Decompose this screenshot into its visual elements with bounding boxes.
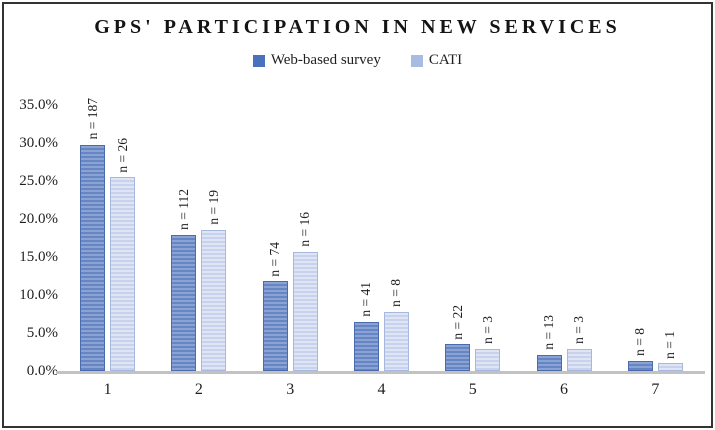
bar-wrap: n = 3 — [475, 316, 501, 371]
bar-group-7: n = 8 n = 1 — [610, 105, 701, 371]
x-tick-label-4: 4 — [377, 381, 386, 398]
bar-wrap: n = 1 — [657, 331, 683, 371]
bar-count-label: n = 41 — [358, 281, 374, 317]
web-based-survey-bar-5 — [445, 344, 471, 371]
bar-wrap: n = 22 — [445, 305, 471, 371]
x-tick-label-6: 6 — [560, 381, 569, 398]
bar-count-label: n = 112 — [175, 189, 191, 230]
y-tick-label: 25.0% — [19, 173, 58, 189]
bar-group-6: n = 13 n = 3 — [518, 105, 609, 371]
bar-count-label: n = 8 — [388, 278, 404, 307]
bar-wrap: n = 112 — [171, 189, 197, 371]
bar-wrap: n = 8 — [627, 328, 653, 371]
bar-wrap: n = 187 — [80, 98, 106, 371]
bar-group-2: n = 112 n = 19 — [153, 105, 244, 371]
web-based-survey-bar-4 — [353, 321, 379, 371]
y-tick-label: 15.0% — [19, 249, 58, 265]
y-tick-label: 30.0% — [19, 135, 58, 151]
bar-group-5: n = 22 n = 3 — [427, 105, 518, 371]
bar-wrap: n = 8 — [383, 279, 409, 371]
legend-swatch-icon — [252, 54, 265, 67]
bar-wrap: n = 41 — [353, 282, 379, 371]
chart-area: 0.0% 5.0% 10.0% 15.0% 20.0% 25.0% 30.0% 35.0% n… — [4, 97, 711, 398]
x-tick-label-2: 2 — [194, 381, 203, 398]
legend-swatch-icon — [410, 54, 423, 67]
y-tick-label: 5.0% — [26, 325, 58, 341]
cati-bar-7 — [657, 363, 683, 371]
bar-wrap: n = 3 — [566, 316, 592, 371]
bar-wrap: n = 13 — [536, 315, 562, 371]
y-tick-label: 35.0% — [19, 97, 58, 113]
x-tick-label-1: 1 — [103, 381, 112, 398]
web-based-survey-bar-6 — [536, 355, 562, 371]
bar-count-label: n = 19 — [205, 189, 221, 225]
bar-count-label: n = 8 — [632, 328, 648, 357]
cati-bar-6 — [566, 349, 592, 371]
cati-bar-1 — [110, 177, 136, 371]
cati-bar-3 — [292, 251, 318, 371]
bar-wrap: n = 16 — [292, 212, 318, 371]
legend-label: CATI — [428, 52, 463, 68]
y-axis: 0.0% 5.0% 10.0% 15.0% 20.0% 25.0% 30.0% 35.0% — [4, 97, 62, 379]
bar-wrap: n = 26 — [110, 138, 136, 371]
web-based-survey-bar-7 — [627, 361, 653, 371]
bar-count-label: n = 74 — [267, 241, 283, 277]
web-based-survey-bar-2 — [171, 235, 197, 371]
cati-bar-5 — [475, 349, 501, 371]
bar-count-label: n = 16 — [297, 212, 313, 247]
bar-count-label: n = 3 — [571, 316, 587, 344]
cati-bar-2 — [201, 229, 227, 371]
y-tick-label: 10.0% — [19, 287, 58, 303]
web-based-survey-bar-1 — [80, 144, 106, 371]
chart-title: GPS' PARTICIPATION IN NEW SERVICES — [94, 16, 621, 38]
bar-count-label: n = 22 — [449, 304, 465, 340]
bar-group-3: n = 74 n = 16 — [245, 105, 336, 371]
bars-container: n = 187 n = 26 n = 112 n = 19 n = 74 n = 16 n … — [62, 98, 701, 371]
bar-count-label: n = 3 — [479, 316, 495, 344]
x-tick-label-3: 3 — [286, 381, 295, 398]
cati-bar-4 — [383, 311, 409, 371]
bar-group-1: n = 187 n = 26 — [62, 98, 153, 371]
legend-item-cati: CATI — [410, 52, 463, 69]
legend: Web-based survey CATI — [4, 52, 711, 69]
x-axis-line — [56, 371, 705, 374]
bar-count-label: n = 26 — [114, 137, 130, 173]
legend-item-web-based-survey: Web-based survey — [252, 52, 381, 69]
x-tick-label-7: 7 — [651, 381, 660, 398]
plot-area: n = 187 n = 26 n = 112 n = 19 n = 74 n = 16 n … — [56, 98, 705, 398]
bar-count-label: n = 1 — [662, 330, 678, 359]
x-tick-label-5: 5 — [468, 381, 477, 398]
y-tick-label: 20.0% — [19, 211, 58, 227]
bar-count-label: n = 13 — [541, 315, 557, 350]
bar-group-4: n = 41 n = 8 — [336, 105, 427, 371]
legend-label: Web-based survey — [270, 52, 381, 68]
bar-wrap: n = 74 — [262, 242, 288, 371]
x-axis-labels: 1 2 3 4 5 6 7 — [62, 381, 701, 399]
y-tick-label: 0.0% — [26, 363, 58, 379]
bar-wrap: n = 19 — [201, 190, 227, 371]
bar-count-label: n = 187 — [84, 98, 100, 140]
web-based-survey-bar-3 — [262, 281, 288, 371]
